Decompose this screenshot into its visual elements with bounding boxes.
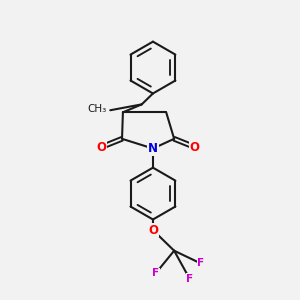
Text: O: O xyxy=(96,141,106,154)
Text: F: F xyxy=(197,258,204,268)
Text: F: F xyxy=(152,268,160,278)
Text: O: O xyxy=(190,141,200,154)
Text: O: O xyxy=(148,224,158,237)
Text: CH₃: CH₃ xyxy=(88,104,107,114)
Text: N: N xyxy=(148,142,158,155)
Text: F: F xyxy=(186,274,193,284)
